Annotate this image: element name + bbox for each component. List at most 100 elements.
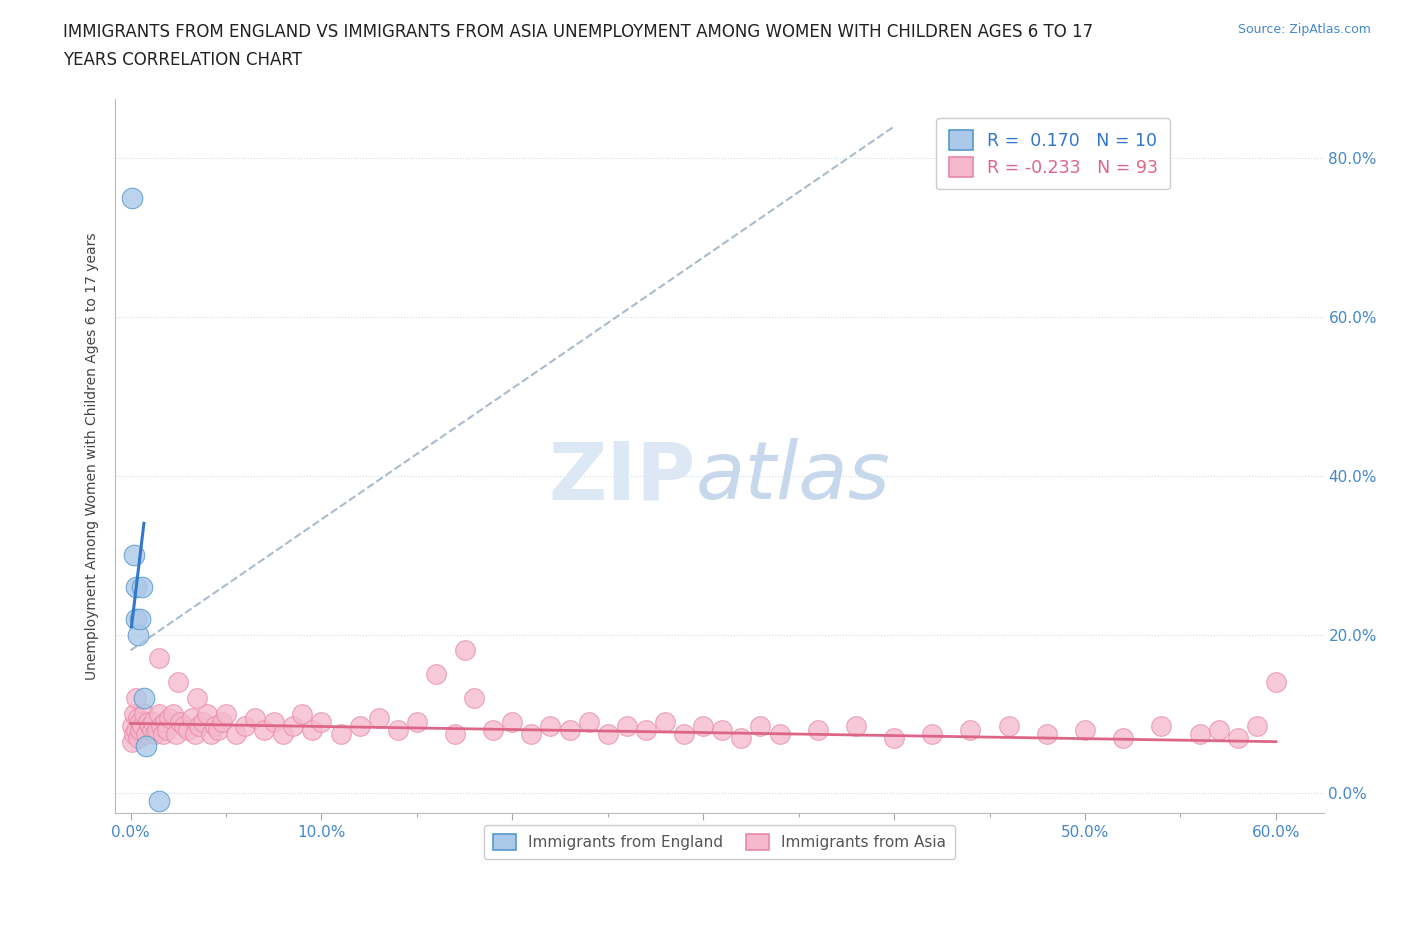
Point <box>520 726 543 741</box>
Point <box>135 726 157 741</box>
Point <box>184 726 207 741</box>
Point <box>191 714 214 729</box>
Point <box>453 643 475 658</box>
Text: atlas: atlas <box>695 438 890 516</box>
Point <box>425 667 447 682</box>
Text: IMMIGRANTS FROM ENGLAND VS IMMIGRANTS FROM ASIA UNEMPLOYMENT AMONG WOMEN WITH CH: IMMIGRANTS FROM ENGLAND VS IMMIGRANTS FR… <box>63 23 1094 41</box>
Point <box>281 718 304 733</box>
Point <box>165 726 187 741</box>
Point <box>349 718 371 733</box>
Point <box>180 711 202 725</box>
Point <box>225 726 247 741</box>
Point <box>132 707 155 722</box>
Point <box>1074 723 1097 737</box>
Point <box>188 718 211 733</box>
Point <box>132 691 155 706</box>
Point <box>167 674 190 689</box>
Point <box>387 723 409 737</box>
Point <box>136 714 159 729</box>
Point <box>150 718 173 733</box>
Point <box>263 714 285 729</box>
Point <box>127 730 149 745</box>
Point <box>124 726 146 741</box>
Point <box>162 707 184 722</box>
Point <box>121 718 143 733</box>
Point <box>883 730 905 745</box>
Point <box>121 191 143 206</box>
Point <box>291 707 314 722</box>
Point <box>444 726 467 741</box>
Point <box>200 726 222 741</box>
Point <box>997 718 1019 733</box>
Point <box>768 726 790 741</box>
Point <box>211 714 233 729</box>
Point <box>959 723 981 737</box>
Point <box>311 714 333 729</box>
Point <box>730 730 752 745</box>
Point <box>195 707 218 722</box>
Y-axis label: Unemployment Among Women with Children Ages 6 to 17 years: Unemployment Among Women with Children A… <box>86 232 100 680</box>
Point <box>271 726 294 741</box>
Point <box>616 718 638 733</box>
Point <box>177 723 200 737</box>
Point <box>1036 726 1059 741</box>
Point <box>131 579 153 594</box>
Point <box>692 718 714 733</box>
Point <box>482 723 505 737</box>
Point <box>152 726 174 741</box>
Point <box>125 691 148 706</box>
Point <box>1150 718 1173 733</box>
Point <box>1112 730 1135 745</box>
Point <box>207 723 229 737</box>
Point <box>673 726 696 741</box>
Point <box>540 718 562 733</box>
Point <box>148 707 170 722</box>
Point <box>215 707 238 722</box>
Text: YEARS CORRELATION CHART: YEARS CORRELATION CHART <box>63 51 302 69</box>
Point <box>153 714 176 729</box>
Text: ZIP: ZIP <box>548 438 695 516</box>
Point <box>156 723 179 737</box>
Point <box>501 714 523 729</box>
Point <box>1264 674 1286 689</box>
Point <box>148 794 170 809</box>
Point <box>405 714 427 729</box>
Point <box>129 723 152 737</box>
Point <box>141 723 163 737</box>
Point <box>125 723 148 737</box>
Point <box>186 691 208 706</box>
Point <box>463 691 485 706</box>
Point <box>1246 718 1268 733</box>
Point <box>233 718 256 733</box>
Point <box>845 718 868 733</box>
Point <box>146 723 169 737</box>
Point <box>921 726 943 741</box>
Point <box>1208 723 1230 737</box>
Point <box>121 735 143 750</box>
Point <box>124 707 146 722</box>
Point <box>129 714 152 729</box>
Point <box>367 711 389 725</box>
Point <box>596 726 619 741</box>
Point <box>253 723 276 737</box>
Point <box>157 711 180 725</box>
Point <box>654 714 676 729</box>
Point <box>124 548 146 563</box>
Point <box>204 718 226 733</box>
Point <box>129 611 152 626</box>
Point <box>578 714 600 729</box>
Point <box>127 627 149 642</box>
Point <box>558 723 581 737</box>
Text: Source: ZipAtlas.com: Source: ZipAtlas.com <box>1237 23 1371 36</box>
Point <box>749 718 772 733</box>
Point <box>301 723 323 737</box>
Point <box>243 711 266 725</box>
Point <box>711 723 734 737</box>
Point <box>329 726 352 741</box>
Point <box>1226 730 1249 745</box>
Point <box>138 718 160 733</box>
Point <box>634 723 657 737</box>
Point <box>135 738 157 753</box>
Point <box>148 651 170 666</box>
Point <box>127 711 149 725</box>
